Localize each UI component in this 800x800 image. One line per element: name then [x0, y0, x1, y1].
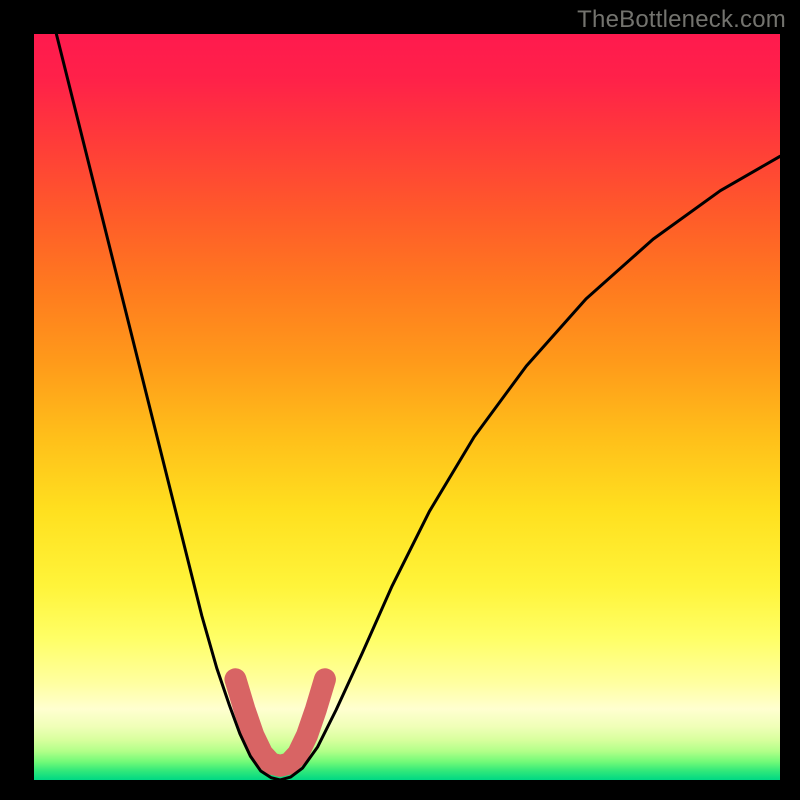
- plot-svg: [34, 34, 780, 780]
- gradient-background: [34, 34, 780, 780]
- watermark-text: TheBottleneck.com: [577, 6, 786, 34]
- plot-area: [34, 34, 780, 780]
- chart-frame: TheBottleneck.com: [0, 0, 800, 800]
